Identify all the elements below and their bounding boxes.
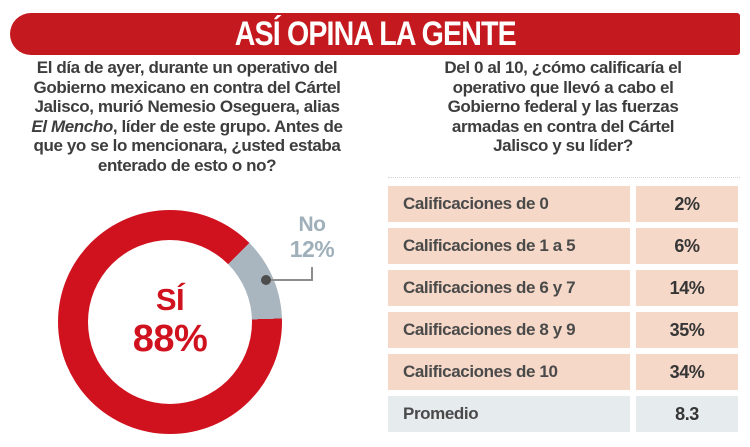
alias-el-mencho: El Mencho — [31, 116, 113, 136]
donut-no-label: No — [298, 213, 327, 236]
donut-no-callout-label: No 12% — [281, 213, 343, 262]
table-row-label: Calificaciones de 1 a 5 — [388, 228, 630, 264]
table-row-promedio: Promedio 8.3 — [388, 396, 738, 432]
question-left-line: Jalisco, murió Nemesio Oseguera, alias — [34, 97, 340, 116]
table-row-value: 14% — [636, 270, 738, 306]
header-banner: ASÍ OPINA LA GENTE — [10, 13, 740, 55]
table-row-label: Calificaciones de 6 y 7 — [388, 270, 630, 306]
question-left-line: El día de ayer, durante un operativo del — [36, 58, 338, 77]
question-right-line: armadas en contra del Cártel — [451, 116, 675, 136]
table-row-value: 34% — [636, 354, 738, 390]
callout-line-vertical — [311, 267, 313, 281]
callout-line-horizontal — [266, 279, 313, 281]
donut-chart — [58, 210, 282, 434]
table-row-value: 6% — [636, 228, 738, 264]
question-right-line: operativo que llevó a cabo el — [452, 77, 674, 97]
table-row-value: 2% — [636, 186, 738, 222]
page-title: ASÍ OPINA LA GENTE — [234, 14, 516, 53]
callout-dot — [261, 275, 271, 285]
table-row: Calificaciones de 1 a 5 6% — [388, 228, 738, 264]
table-row: Calificaciones de 10 34% — [388, 354, 738, 390]
question-right-line: Jalisco y su líder? — [493, 136, 633, 155]
ratings-table: Calificaciones de 0 2% Calificaciones de… — [388, 186, 738, 432]
question-left-line: Gobierno mexicano en contra del Cártel — [33, 77, 341, 97]
donut-si-value: 88% — [132, 318, 208, 360]
table-row: Calificaciones de 8 y 9 35% — [388, 312, 738, 348]
question-right-line: Gobierno federal y las fuerzas — [447, 97, 679, 116]
donut-si-label: SÍ — [155, 282, 185, 317]
table-row-label: Calificaciones de 0 — [388, 186, 630, 222]
question-left-line: enterado de esto o no? — [97, 155, 277, 175]
table-top-rule — [388, 177, 740, 178]
question-left-line: que yo se lo mencionara, ¿usted estaba — [33, 136, 341, 155]
donut-center-label: SÍ 88% — [58, 282, 282, 360]
question-left: El día de ayer, durante un operativo del… — [2, 58, 372, 175]
table-row-value: 8.3 — [636, 396, 738, 432]
question-right: Del 0 al 10, ¿cómo calificaría el operat… — [382, 58, 744, 156]
table-row-label: Promedio — [388, 396, 630, 432]
table-row: Calificaciones de 6 y 7 14% — [388, 270, 738, 306]
donut-no-value: 12% — [289, 236, 335, 262]
question-right-line: Del 0 al 10, ¿cómo calificaría el — [444, 58, 682, 77]
table-row-label: Calificaciones de 10 — [388, 354, 630, 390]
question-left-line: El Mencho, líder de este grupo. Antes de — [2, 117, 372, 137]
table-row-label: Calificaciones de 8 y 9 — [388, 312, 630, 348]
table-row-value: 35% — [636, 312, 738, 348]
table-row: Calificaciones de 0 2% — [388, 186, 738, 222]
question-left-line4-rest: , líder de este grupo. Antes de — [112, 116, 343, 136]
